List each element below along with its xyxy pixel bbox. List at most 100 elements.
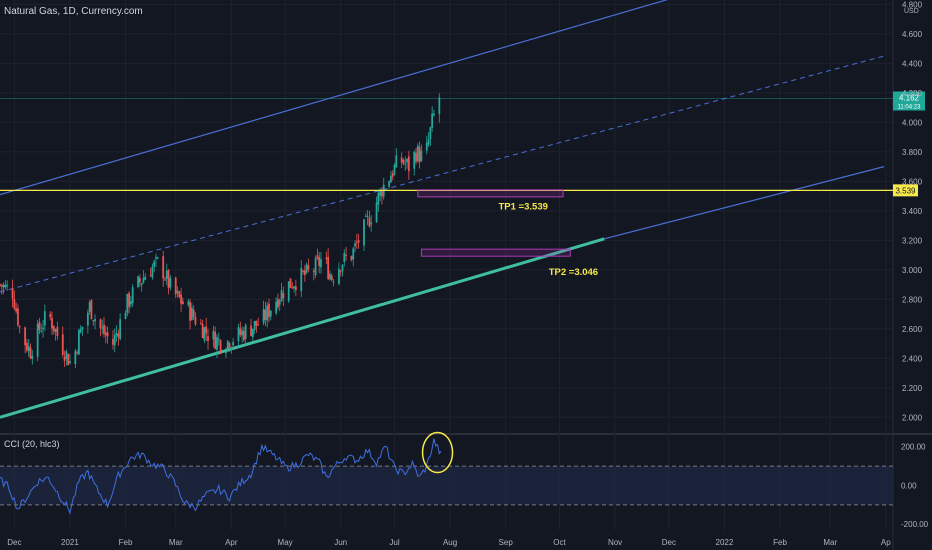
candle-body xyxy=(43,311,46,326)
x-tick-label: 2022 xyxy=(716,538,734,547)
candle-body xyxy=(244,325,247,339)
candle-body xyxy=(325,257,328,259)
chart-header: Natural Gas, 1D, Currency.com xyxy=(4,6,143,17)
y-tick-label: 2.400 xyxy=(902,354,923,363)
candle-body xyxy=(187,301,190,305)
candle-body xyxy=(103,324,105,334)
support-trendline xyxy=(0,237,605,419)
upper-channel-line xyxy=(0,0,669,196)
candle-body xyxy=(400,157,403,163)
x-tick-label: Mar xyxy=(823,538,837,547)
candle-body xyxy=(343,252,346,263)
candle-body xyxy=(357,240,360,243)
candle-body xyxy=(167,270,170,289)
last-price-countdown: 11:04:23 xyxy=(898,104,922,110)
candle-body xyxy=(4,284,7,288)
y-tick-label: 3.000 xyxy=(902,266,923,275)
candle-body xyxy=(13,298,16,309)
candle-body xyxy=(189,301,191,321)
tp2-label: TP2 =3.046 xyxy=(549,267,598,278)
candle-body xyxy=(128,293,131,307)
candle-body xyxy=(330,275,333,281)
y-tick-label: 2.200 xyxy=(902,384,923,393)
candle-body xyxy=(318,257,321,266)
x-tick-label: May xyxy=(278,538,293,547)
candle-body xyxy=(137,276,139,287)
candle-body xyxy=(352,248,355,260)
x-tick-label: Dec xyxy=(7,538,21,547)
candle-body xyxy=(280,290,283,302)
x-tick-label: Feb xyxy=(773,538,787,547)
candle-body xyxy=(18,326,21,328)
candle-body xyxy=(305,264,308,273)
candle-body xyxy=(192,309,195,318)
candle-body xyxy=(278,300,281,305)
candle-body xyxy=(266,305,269,321)
candle-body xyxy=(51,317,53,329)
candle-body xyxy=(17,308,19,326)
trend-channel[interactable] xyxy=(0,0,885,419)
candle-body xyxy=(341,264,344,272)
candle-body xyxy=(354,243,356,247)
candle-body xyxy=(207,336,209,341)
y-tick-label: 4.400 xyxy=(902,59,923,68)
candle-body xyxy=(268,303,270,318)
candle-body xyxy=(38,321,41,331)
candle-body xyxy=(42,327,44,330)
candle-body xyxy=(6,285,9,287)
candle-body xyxy=(413,151,416,169)
x-tick-label: Feb xyxy=(119,538,133,547)
candle-body xyxy=(124,312,127,320)
candle-body xyxy=(92,320,95,322)
currency-label: USD xyxy=(904,8,919,15)
candle-body xyxy=(433,113,435,116)
overlays[interactable]: 3.539 4.162 11:04:23 TP1 =3.539 TP2 =3.046 xyxy=(0,91,925,278)
candle-body xyxy=(289,278,292,288)
candle-body xyxy=(427,139,430,145)
candle-body xyxy=(176,290,179,294)
candle-body xyxy=(230,347,233,351)
candle-body xyxy=(388,181,391,187)
candle-body xyxy=(251,328,254,338)
candle-body xyxy=(27,345,30,351)
candle-body xyxy=(130,301,132,305)
y-tick-label: 3.800 xyxy=(902,148,923,157)
candle-body xyxy=(88,302,91,312)
candle-body xyxy=(69,361,71,364)
candle-body xyxy=(393,164,396,175)
candle-body xyxy=(11,287,14,299)
candle-body xyxy=(126,294,129,313)
cci-tick-label: -200.00 xyxy=(901,520,929,529)
candle-body xyxy=(237,327,240,342)
last-price-text: 4.162 xyxy=(899,93,920,102)
y-tick-label: 2.800 xyxy=(902,295,923,304)
candle-body xyxy=(56,326,59,337)
candle-body xyxy=(29,347,32,359)
candle-body xyxy=(190,307,193,321)
y-tick-label: 4.600 xyxy=(902,30,923,39)
candle-body xyxy=(379,189,382,196)
candle-body xyxy=(338,268,340,284)
candle-body xyxy=(300,267,303,292)
candle-body xyxy=(225,351,227,354)
candle-body xyxy=(391,173,394,177)
candle-body xyxy=(377,192,380,205)
candle-body xyxy=(282,293,285,299)
candles xyxy=(0,93,441,369)
candle-body xyxy=(216,337,218,350)
candle-body xyxy=(314,258,317,276)
x-tick-label: Jul xyxy=(389,538,399,547)
cci-tick-label: 0.00 xyxy=(901,481,917,490)
candle-body xyxy=(164,279,166,281)
candle-body xyxy=(302,270,304,272)
candle-body xyxy=(65,351,68,359)
candle-body xyxy=(115,332,118,336)
candle-body xyxy=(203,327,206,341)
x-tick-label: Nov xyxy=(608,538,622,547)
y-tick-label: 3.200 xyxy=(902,236,923,245)
candle-body xyxy=(264,309,267,320)
candle-body xyxy=(79,328,82,333)
last-price-tag xyxy=(893,91,925,111)
candle-body xyxy=(99,319,102,329)
